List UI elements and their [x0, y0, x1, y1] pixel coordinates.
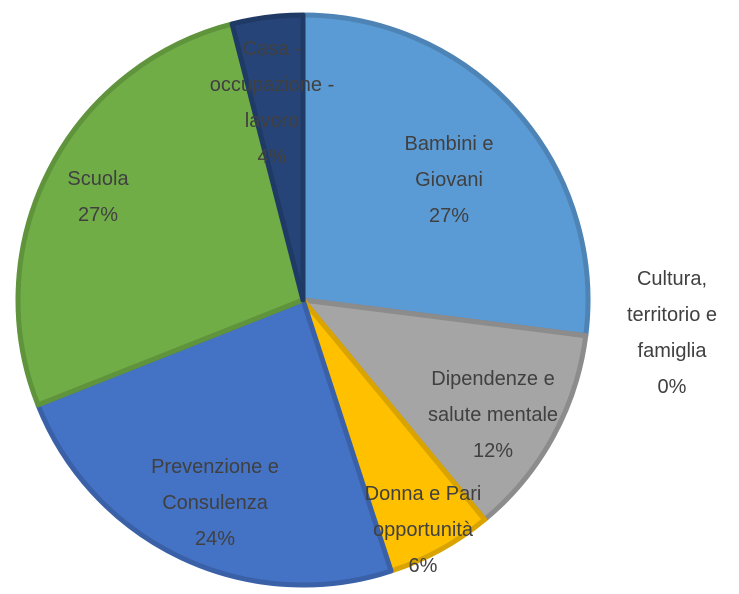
category-label: Prevenzione e Consulenza — [151, 456, 279, 514]
category-label: Casa - occupazione - lavoro — [209, 38, 335, 132]
category-label: Donna e Pari opportunità — [364, 483, 482, 541]
category-label: Scuola — [67, 168, 129, 190]
slice-label: Prevenzione e Consulenza 24% — [135, 449, 295, 557]
slice-label: Casa - occupazione - lavoro 4% — [202, 31, 342, 175]
value-label: 27% — [77, 204, 119, 226]
value-label: 4% — [257, 146, 287, 168]
slice-label: Dipendenze e salute mentale 12% — [408, 361, 578, 469]
value-label: 27% — [428, 205, 470, 227]
slice-label: Donna e Pari opportunità 6% — [343, 476, 503, 584]
pie-slice — [300, 12, 591, 339]
pie-slice — [229, 12, 306, 303]
value-label: 12% — [472, 440, 514, 462]
pie-slice — [15, 21, 306, 408]
category-label: Cultura, territorio e famiglia — [626, 268, 718, 362]
slice-label: Bambini e Giovani 27% — [387, 126, 512, 234]
pie-slice — [300, 297, 589, 523]
category-label: Bambini e Giovani — [404, 133, 494, 191]
slice-label: Cultura, territorio e famiglia 0% — [610, 261, 735, 405]
category-label: Dipendenze e salute mentale — [427, 368, 559, 426]
value-label: 24% — [194, 528, 236, 550]
slice-label: Scuola 27% — [53, 161, 143, 233]
value-label: 6% — [408, 555, 438, 577]
value-label: 0% — [657, 376, 687, 398]
